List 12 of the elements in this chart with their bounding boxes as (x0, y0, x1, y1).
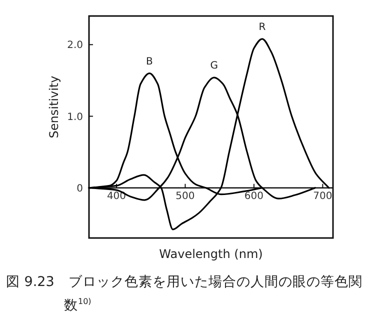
y-tick-label: 0 (76, 183, 83, 194)
series-label: B (146, 56, 154, 68)
series-label: G (210, 60, 218, 72)
y-tick-label: 2.0 (67, 40, 83, 52)
x-axis-title: Wavelength (nm) (159, 247, 263, 261)
series-label: R (258, 22, 266, 33)
x-tick-label: 500 (176, 190, 195, 202)
caption: 図 9.23 ブロック色素を用いた場合の人間の眼の等色関数$^{10)}$ (6, 273, 364, 316)
y-tick-label: 1.0 (67, 112, 83, 123)
x-tick-label: 700 (313, 190, 332, 202)
y-axis-title: Sensitivity (47, 76, 61, 138)
x-tick-label: 600 (244, 190, 264, 202)
